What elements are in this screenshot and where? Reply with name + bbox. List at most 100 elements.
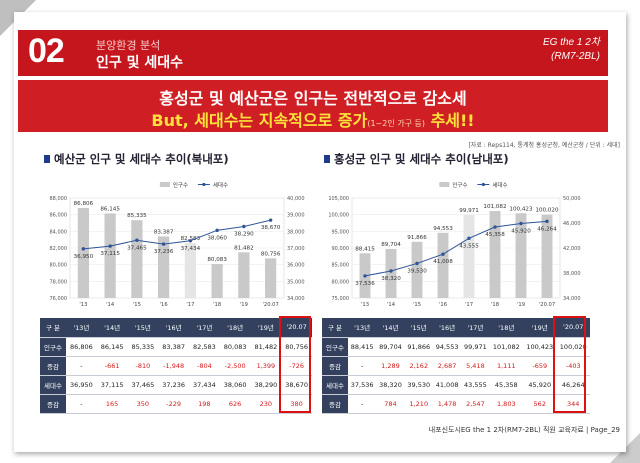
table-cell: 41,008 bbox=[432, 375, 462, 395]
bar bbox=[385, 248, 397, 298]
line-value-label: 45,358 bbox=[485, 232, 505, 238]
table-cell: 81,482 bbox=[250, 337, 282, 357]
x-tick-label: '20.07 bbox=[539, 302, 555, 308]
y-right-tick-label: 35,000 bbox=[287, 279, 305, 285]
chart-yesan: 88,000 86,000 84,000 82,000 80,000 78,000 76,0… bbox=[40, 170, 312, 318]
x-tick-label: '17 bbox=[186, 302, 194, 308]
headline-banner: 홍성군 및 예산군은 인구는 전반적으로 감소세 But, 세대수는 지속적으로… bbox=[18, 80, 608, 132]
table-cell: 1,289 bbox=[376, 356, 405, 376]
bar-value-label: 80,083 bbox=[207, 257, 227, 263]
bar bbox=[265, 258, 277, 298]
project-code: (RM7-2BL) bbox=[551, 51, 600, 62]
x-tick-label: '15 bbox=[413, 302, 421, 308]
y-left-tick-label: 82,000 bbox=[50, 246, 68, 252]
bar bbox=[158, 236, 170, 298]
headline-line-2-main: But, 세대수는 지속적으로 증가 bbox=[151, 111, 368, 130]
table-cell: -229 bbox=[158, 394, 189, 414]
y-right-tick-label: 40,000 bbox=[287, 196, 305, 202]
table-row: 증감 -1,289 2,162 2,687 5,418 1,111 -659 -403 bbox=[322, 356, 590, 376]
bar-value-label: 81,482 bbox=[234, 245, 254, 251]
y-left-tick-label: 80,000 bbox=[50, 263, 68, 269]
bar bbox=[211, 263, 223, 298]
legend-bar-swatch bbox=[159, 182, 170, 187]
table-cell: 82,583 bbox=[189, 337, 220, 357]
line-point bbox=[545, 219, 549, 224]
x-tick-label: '14 bbox=[106, 302, 115, 308]
headline-line-1: 홍성군 및 예산군은 인구는 전반적으로 감소세 bbox=[159, 89, 467, 108]
section-number: 02 bbox=[28, 32, 65, 70]
table-cell: -661 bbox=[96, 356, 128, 376]
bar bbox=[131, 220, 143, 298]
table-cell: 626 bbox=[219, 394, 251, 414]
y-right-tick-label: 34,000 bbox=[287, 296, 305, 302]
table-cell: 165 bbox=[96, 394, 128, 414]
table-header-cell: '20.07 bbox=[281, 318, 312, 338]
section-header: 02 분양환경 분석 인구 및 세대수 EG the 1 2차 (RM7-2BL… bbox=[18, 30, 608, 76]
table-cell: 100,423 bbox=[523, 337, 557, 357]
legend-bar-label: 인구수 bbox=[452, 182, 467, 189]
bar-value-label: 100,423 bbox=[509, 206, 533, 212]
table-cell: 45,358 bbox=[489, 375, 524, 395]
data-source-note: [자료 : Reps114, 통계청 홍성군청, 예산군청 / 단위 : 세대] bbox=[468, 142, 620, 149]
y-right-tick-label: 38,000 bbox=[563, 271, 581, 277]
table-cell: 101,082 bbox=[489, 337, 524, 357]
y-left-tick-label: 100,000 bbox=[328, 213, 349, 219]
bar-value-label: 91,866 bbox=[407, 235, 427, 241]
line-value-label: 39,530 bbox=[407, 268, 427, 274]
table-cell: 37,236 bbox=[158, 375, 189, 395]
table-cell: 85,335 bbox=[127, 337, 159, 357]
table-cell: 83,387 bbox=[158, 337, 189, 357]
table-cell: 100,020 bbox=[556, 337, 590, 357]
y-right-tick-label: 34,000 bbox=[563, 296, 581, 302]
y-left-tick-label: 78,000 bbox=[50, 279, 68, 285]
y-right-tick-label: 39,000 bbox=[287, 213, 305, 219]
line-value-label: 38,320 bbox=[381, 276, 401, 282]
y-left-tick-label: 95,000 bbox=[332, 229, 350, 235]
table-header-cell: 구 분 bbox=[322, 318, 348, 338]
table-row: 세대수 36,950 37,115 37,465 37,236 37,434 38,060 3… bbox=[40, 375, 312, 395]
bar bbox=[184, 243, 196, 298]
table-cell: 198 bbox=[189, 394, 220, 414]
line-value-label: 45,920 bbox=[511, 229, 531, 235]
table-header-cell: '14년 bbox=[96, 318, 128, 338]
x-tick-label: '18 bbox=[213, 302, 221, 308]
chart-title-text: 홍성군 인구 및 세대수 추이(남내포) bbox=[334, 152, 509, 166]
table-cell: 784 bbox=[376, 394, 405, 414]
line-value-label: 37,434 bbox=[181, 246, 201, 252]
table-cell: -659 bbox=[523, 356, 557, 376]
table-header-cell: '19년 bbox=[250, 318, 282, 338]
table-cell: -804 bbox=[189, 356, 220, 376]
table-cell: 350 bbox=[127, 394, 159, 414]
table-cell: 2,687 bbox=[432, 356, 462, 376]
bar-value-label: 80,756 bbox=[261, 251, 281, 257]
bar bbox=[411, 241, 423, 298]
bar-value-label: 86,145 bbox=[100, 206, 120, 212]
bullet-square-icon bbox=[44, 155, 50, 163]
headline-line-2-note: (1~2인 가구 등) bbox=[367, 119, 425, 128]
table-cell: - bbox=[66, 394, 97, 414]
table-cell: 562 bbox=[523, 394, 557, 414]
table-row-label: 증감 bbox=[40, 356, 66, 376]
table-header-cell: '15년 bbox=[404, 318, 433, 338]
table-cell: 45,920 bbox=[523, 375, 557, 395]
table-cell: - bbox=[348, 356, 377, 376]
bar bbox=[515, 213, 527, 298]
x-tick-label: '15 bbox=[133, 302, 141, 308]
x-tick-label: '18 bbox=[491, 302, 499, 308]
line-point bbox=[389, 269, 393, 273]
x-tick-label: '13 bbox=[361, 302, 369, 308]
table-header-cell: 구 분 bbox=[40, 318, 66, 338]
table-header-cell: '18년 bbox=[489, 318, 524, 338]
line-point bbox=[441, 252, 445, 256]
y-right-tick-label: 50,000 bbox=[563, 196, 581, 202]
legend-bar-swatch bbox=[439, 182, 450, 187]
table-row-label: 증감 bbox=[322, 356, 348, 376]
section-title: 인구 및 세대수 bbox=[96, 55, 184, 71]
headline-line-2: But, 세대수는 지속적으로 증가(1~2인 가구 등) 추세!! bbox=[18, 107, 608, 131]
line-value-label: 46,264 bbox=[537, 226, 557, 232]
y-left-tick-label: 80,000 bbox=[332, 279, 350, 285]
line-point bbox=[415, 261, 419, 266]
line-value-label: 38,060 bbox=[207, 235, 227, 241]
bar-value-label: 101,082 bbox=[483, 204, 506, 210]
table-cell: -810 bbox=[127, 356, 159, 376]
